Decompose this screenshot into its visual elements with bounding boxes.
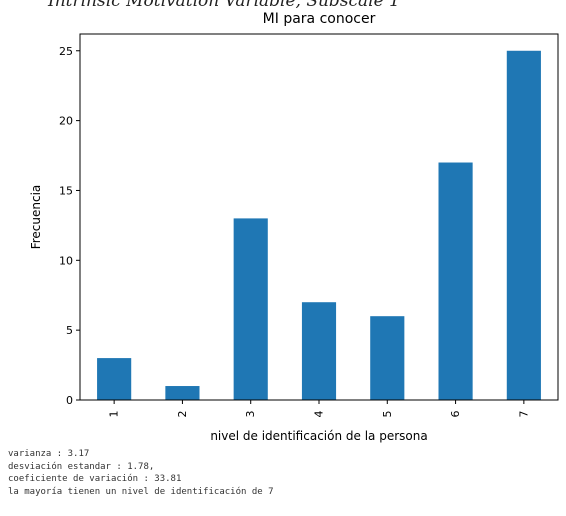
bar-6	[438, 162, 473, 400]
y-tick-label-25: 25	[59, 45, 73, 58]
y-tick-label-15: 15	[59, 184, 73, 197]
bar-5	[370, 316, 405, 400]
x-tick-label-1: 1	[108, 411, 121, 418]
y-tick-label-10: 10	[59, 254, 73, 267]
stat-line-std-dev: desviación estandar : 1.78,	[8, 461, 155, 472]
bar-2	[165, 386, 200, 400]
bar-1	[97, 358, 132, 400]
bar-3	[233, 218, 268, 400]
stat-line-variance: varianza : 3.17	[8, 449, 90, 459]
x-tick-label-2: 2	[176, 411, 189, 418]
y-tick-label-20: 20	[59, 115, 73, 128]
figure-caption: Intrinsic Motivation Variable, Subscale …	[48, 0, 400, 11]
bar-4	[301, 302, 337, 400]
plot-frame	[79, 33, 559, 401]
chart-title: MI para conocer	[263, 11, 376, 27]
statistics-summary: varianza : 3.17 desviación estandar : 1.…	[8, 448, 274, 498]
x-tick-label-6: 6	[449, 411, 462, 418]
x-tick-label-5: 5	[381, 411, 394, 418]
x-axis-label: nivel de identificación de la persona	[210, 429, 427, 443]
stat-line-conclusion: la mayoría tienen un nivel de identifica…	[8, 486, 274, 497]
bar-7	[506, 50, 541, 400]
y-tick-label-0: 0	[66, 394, 73, 407]
x-tick-label-4: 4	[313, 411, 326, 418]
x-tick-label-7: 7	[517, 411, 530, 418]
y-axis-label: Frecuencia	[29, 185, 43, 250]
bar-chart: MI para conocer 0 5 10 15 20 25 1 2 3 4 5 6 7 nivel…	[29, 11, 559, 443]
stat-line-coef-variation: coeficiente de variación : 33.81	[8, 474, 182, 484]
y-tick-label-5: 5	[66, 324, 73, 337]
x-tick-label-3: 3	[244, 411, 257, 418]
